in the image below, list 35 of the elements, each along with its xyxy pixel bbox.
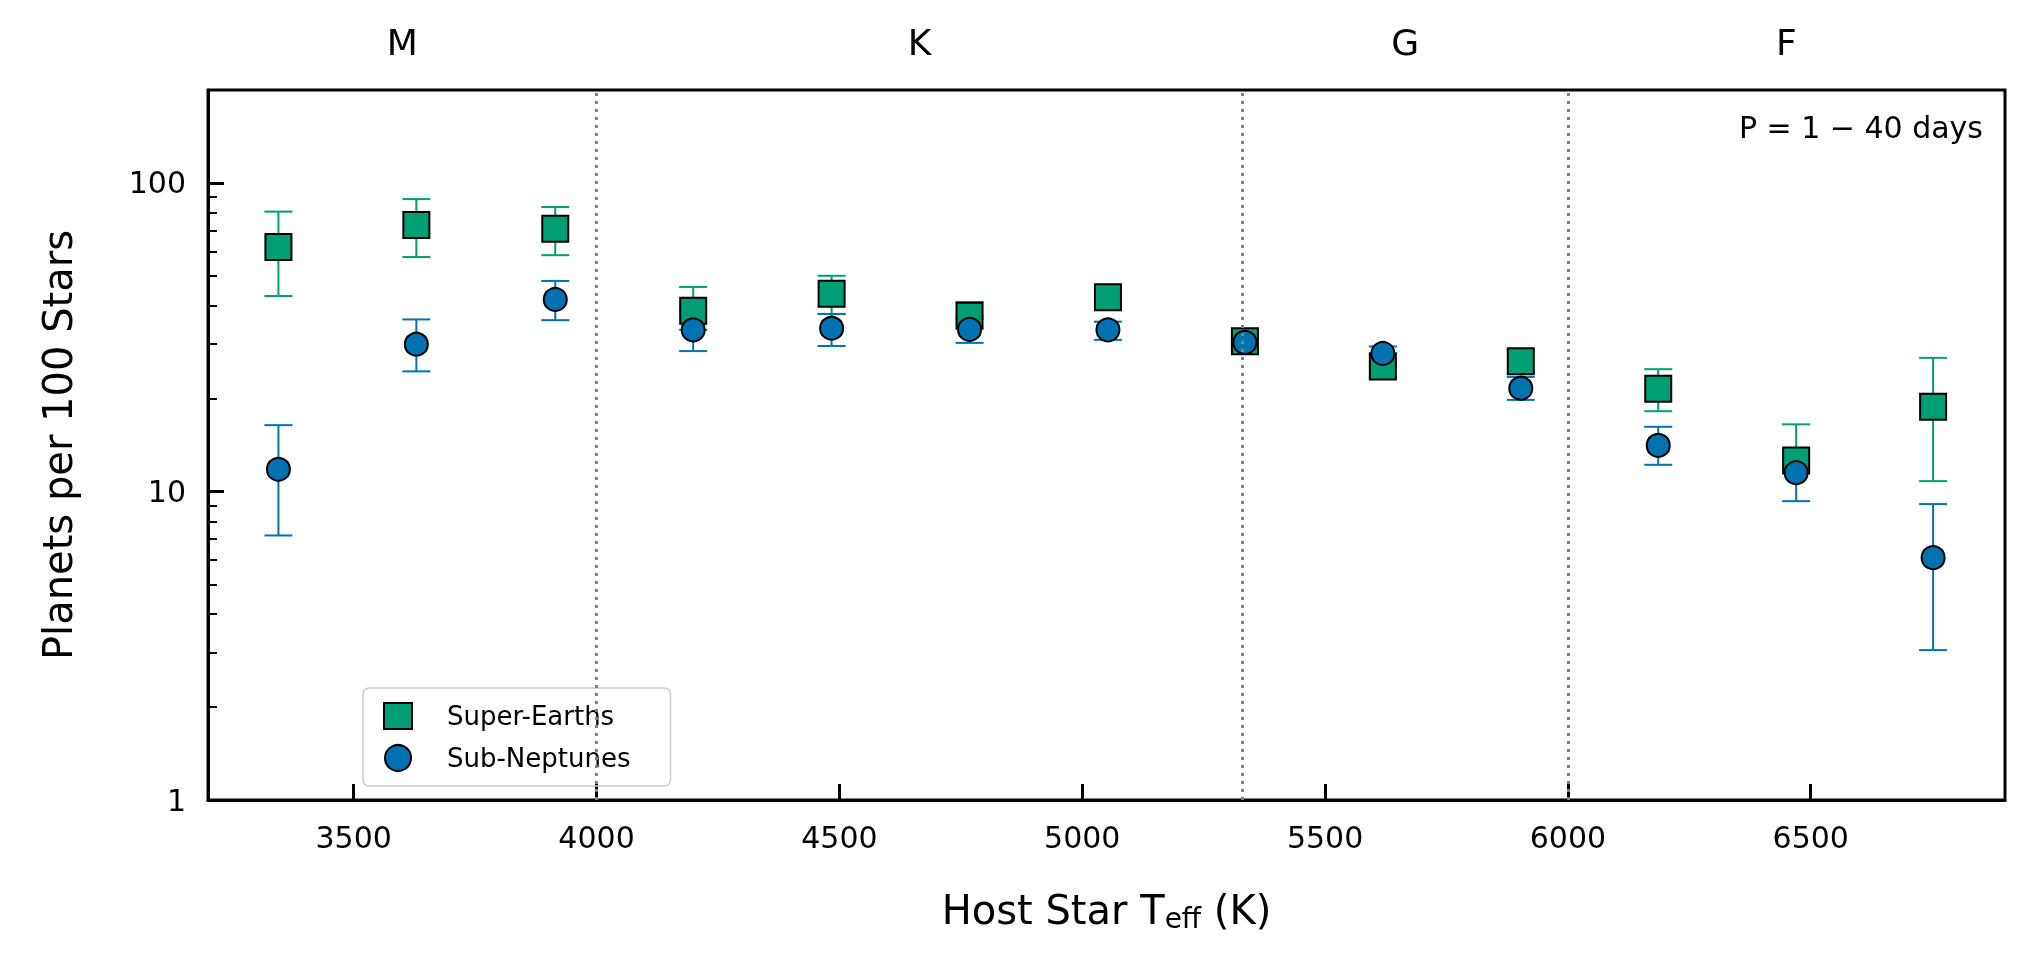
x-tick-label: 4000: [558, 819, 635, 855]
point: [819, 315, 845, 341]
point: [1093, 283, 1122, 312]
y-tick-label: 10: [147, 473, 186, 509]
y-axis-title: Planets per 100 Stars: [35, 229, 81, 661]
legend-label: Sub-Neptunes: [447, 743, 631, 773]
x-tick-label: 5000: [1044, 819, 1121, 855]
x-tick-label: 6000: [1529, 819, 1607, 855]
point: [1919, 392, 1948, 421]
annotation: P = 1 − 40 days: [1738, 109, 1984, 145]
text: F: [1776, 21, 1797, 63]
point: [265, 456, 291, 482]
x-tick-label: 5500: [1286, 819, 1364, 855]
point: [264, 232, 293, 261]
text: M: [386, 21, 418, 63]
x-tick-label: 6500: [1772, 819, 1849, 855]
x-tick-label: 3500: [315, 819, 392, 855]
point: [403, 331, 429, 357]
text: G: [1391, 21, 1420, 63]
point: [402, 211, 431, 240]
point: [1506, 347, 1535, 376]
legend-label: Super-Earths: [447, 701, 615, 731]
point: [1920, 545, 1946, 571]
point: [680, 317, 706, 343]
point: [542, 286, 568, 312]
point: [817, 279, 846, 308]
y-tick-label: 100: [128, 165, 186, 201]
text: K: [907, 21, 933, 63]
point: [1783, 460, 1809, 486]
point: [1370, 340, 1396, 366]
point: [1645, 432, 1671, 458]
x-tick-label: 4500: [801, 819, 878, 855]
point: [1644, 374, 1673, 403]
point: [541, 214, 570, 243]
y-tick-label: 1: [166, 782, 186, 818]
